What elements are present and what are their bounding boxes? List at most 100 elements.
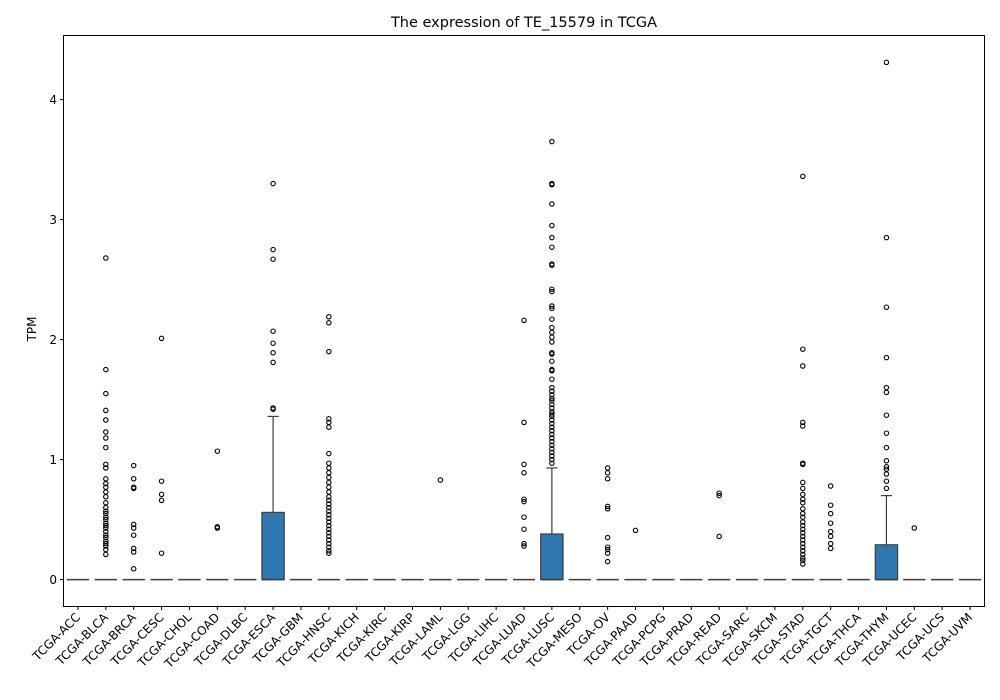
outlier-point <box>158 478 165 484</box>
outlier-point <box>326 416 332 422</box>
outlier-point <box>326 537 332 543</box>
outlier-point <box>103 532 109 538</box>
outlier-point <box>604 544 611 550</box>
outlier-point <box>549 424 555 430</box>
outlier-point <box>103 534 109 541</box>
outlier-point <box>326 522 332 529</box>
outlier-point <box>549 262 555 268</box>
outlier-point <box>270 359 276 366</box>
y-axis-label: TPM <box>25 317 39 343</box>
outlier-point <box>326 504 332 511</box>
outlier-point <box>158 335 165 342</box>
outlier-point <box>549 411 555 417</box>
outlier-point <box>716 533 722 540</box>
outlier-point <box>326 501 332 507</box>
outlier-point <box>103 540 109 547</box>
chart-title: The expression of TE_15579 in TCGA <box>390 15 657 31</box>
outlier-point <box>883 430 890 436</box>
outlier-point <box>604 534 611 541</box>
outlier-point <box>103 522 109 529</box>
outlier-point <box>103 500 109 506</box>
outlier-point <box>130 566 137 572</box>
outlier-point <box>103 407 109 414</box>
outlier-point <box>800 526 806 532</box>
outlier-point <box>549 138 555 145</box>
outlier-point <box>883 471 890 477</box>
outlier-point <box>549 420 555 427</box>
outlier-point <box>549 339 555 345</box>
outlier-point <box>521 543 527 549</box>
outlier-point <box>326 450 332 457</box>
outlier-point <box>103 417 109 423</box>
y-tick-label: 1 <box>49 453 57 467</box>
outlier-point <box>827 510 834 517</box>
outlier-point <box>827 502 834 508</box>
outlier-point <box>883 412 890 418</box>
outlier-point <box>549 417 555 423</box>
outlier-point <box>270 328 276 334</box>
outlier-point <box>716 492 722 499</box>
axes-frame <box>63 35 985 607</box>
outlier-point <box>800 533 806 540</box>
outlier-point <box>883 234 890 241</box>
outlier-point <box>326 314 332 320</box>
outlier-point <box>800 346 806 352</box>
outlier-point <box>326 515 332 522</box>
outlier-point <box>549 182 555 188</box>
outlier-point <box>800 557 806 564</box>
outlier-point <box>883 444 890 451</box>
outlier-point <box>604 503 611 510</box>
outlier-point <box>103 510 109 517</box>
outlier-point <box>103 480 109 487</box>
outlier-point <box>326 484 332 490</box>
outlier-point <box>103 465 109 471</box>
outlier-point <box>827 483 834 489</box>
outlier-point <box>103 461 109 468</box>
outlier-point <box>549 460 555 466</box>
outlier-point <box>103 255 109 261</box>
outlier-point <box>800 363 806 369</box>
outlier-point <box>326 474 332 481</box>
y-tick-label: 3 <box>49 213 57 227</box>
box <box>874 544 899 581</box>
outlier-point <box>326 519 332 525</box>
outlier-point <box>103 516 109 523</box>
outlier-point <box>549 334 555 340</box>
outlier-point <box>800 544 806 550</box>
outlier-point <box>883 389 890 396</box>
outlier-point <box>604 550 611 556</box>
outlier-point <box>521 470 527 476</box>
outlier-point <box>800 500 806 506</box>
outlier-point <box>549 442 555 448</box>
outlier-point <box>130 521 137 528</box>
outlier-point <box>103 543 109 549</box>
outlier-point <box>326 424 332 430</box>
outlier-point <box>130 545 137 552</box>
outlier-point <box>549 244 555 250</box>
plot-area: 01234TCGA-ACCTCGA-BLCATCGA-BRCATCGA-CESC… <box>29 59 982 671</box>
outlier-point <box>103 494 109 500</box>
outlier-point <box>103 429 109 435</box>
outlier-point <box>270 350 276 356</box>
outlier-point <box>549 288 555 295</box>
outlier-point <box>214 448 221 454</box>
outlier-point <box>911 525 918 531</box>
outlier-point <box>326 533 332 540</box>
outlier-point <box>604 558 611 565</box>
outlier-point <box>549 449 555 456</box>
outlier-point <box>549 431 555 438</box>
outlier-point <box>549 428 555 434</box>
outlier-point <box>549 398 555 404</box>
outlier-point <box>549 388 555 394</box>
outlier-point <box>326 470 332 476</box>
outlier-point <box>549 392 555 398</box>
outlier-point <box>604 470 611 476</box>
outlier-point <box>130 485 137 492</box>
outlier-point <box>326 489 332 495</box>
outlier-point <box>521 540 527 547</box>
outlier-point <box>883 464 890 470</box>
outlier-point <box>549 401 555 408</box>
outlier-point <box>326 526 332 532</box>
outlier-point <box>214 525 221 531</box>
outlier-point <box>326 479 332 486</box>
